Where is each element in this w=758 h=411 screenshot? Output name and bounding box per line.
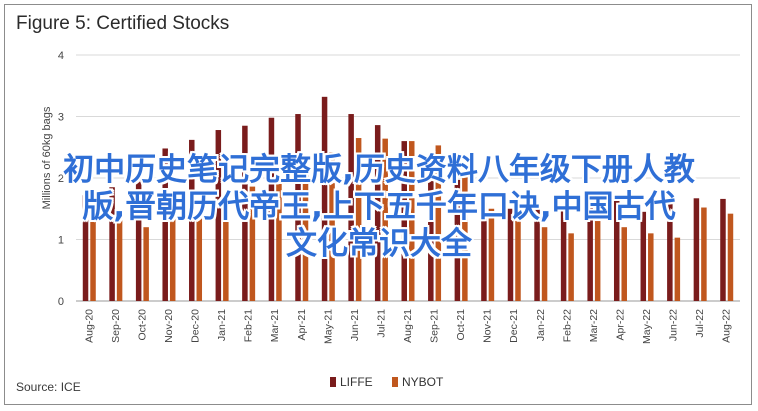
legend-label-nybot: NYBOT [402, 375, 444, 389]
bar-liffe [189, 139, 195, 301]
y-tick-label: 4 [58, 50, 64, 62]
x-tick-label: Mar-21 [269, 309, 281, 342]
bar-liffe [560, 205, 567, 301]
bar-liffe [667, 198, 673, 301]
x-tick-label: Apr-21 [296, 309, 308, 341]
x-tick-label: Nov-21 [482, 309, 494, 343]
bar-liffe [401, 141, 407, 301]
bar-nybot [515, 221, 521, 301]
bar-nybot [648, 233, 654, 301]
bar-nybot [409, 141, 415, 301]
x-tick-label: Mar-22 [588, 309, 600, 342]
overlay-line-3: 文化常识大全 [286, 226, 472, 262]
x-tick-label: Jan-21 [216, 309, 228, 341]
y-tick-label: 3 [58, 112, 64, 124]
legend-swatch-nybot [392, 377, 398, 387]
overlay-line-1: 初中历史笔记完整版,历史资料八年级下册人教 [63, 152, 695, 188]
x-tick-label: Jan-22 [535, 309, 547, 341]
bar-liffe [640, 211, 647, 301]
y-tick-label: 2 [58, 173, 64, 185]
x-tick-label: Jun-21 [349, 309, 361, 341]
bar-liffe [215, 130, 222, 301]
bar-liffe [613, 199, 620, 301]
chart-title: Figure 5: Certified Stocks [16, 13, 230, 34]
bar-liffe [693, 198, 700, 301]
bar-nybot [435, 145, 442, 301]
x-tick-label: Aug-20 [83, 309, 95, 343]
y-tick-label: 0 [58, 296, 64, 308]
bar-liffe [428, 167, 434, 301]
x-tick-label: Jun-22 [668, 309, 680, 341]
x-tick-label: Nov-20 [163, 309, 175, 343]
x-tick-label: Jul-22 [694, 309, 706, 338]
bar-nybot [169, 214, 176, 301]
x-tick-label: Sep-20 [110, 309, 122, 343]
bar-nybot [90, 205, 96, 301]
x-tick-label: Dec-21 [508, 309, 520, 343]
x-tick-label: May-22 [641, 309, 653, 344]
x-tick-label: Dec-20 [190, 309, 202, 343]
x-tick-label: Oct-21 [455, 309, 467, 341]
x-tick-label: Aug-21 [402, 309, 414, 343]
y-axis-label: Millions of 60kg bags [41, 106, 53, 209]
bar-nybot [462, 176, 468, 301]
bar-liffe [109, 187, 115, 301]
bar-liffe [242, 125, 248, 301]
x-tick-label: Apr-22 [614, 309, 626, 341]
legend-label-liffe: LIFFE [340, 375, 373, 389]
x-tick-label: May-21 [322, 309, 334, 344]
bar-nybot [701, 207, 707, 301]
bar-nybot [621, 227, 627, 301]
bar-nybot [196, 211, 203, 301]
x-tick-label: Aug-22 [721, 309, 733, 343]
overlay-line-2: 版,晋朝历代帝王,上下五千年口诀,中国古代 [82, 189, 676, 225]
bar-nybot [541, 227, 548, 301]
bar-liffe [454, 179, 461, 301]
bar-liffe [162, 148, 168, 301]
bar-nybot [488, 208, 495, 301]
x-tick-label: Feb-21 [243, 309, 255, 342]
bar-nybot [302, 169, 309, 301]
bar-liffe [481, 202, 487, 301]
bar-nybot [674, 237, 681, 301]
bar-liffe [268, 117, 275, 301]
bar-liffe [82, 195, 89, 301]
bar-liffe [374, 125, 381, 301]
bar-liffe [135, 173, 142, 301]
bar-liffe [295, 114, 301, 301]
y-tick-label: 1 [58, 235, 64, 247]
bar-nybot [355, 138, 362, 301]
bar-liffe [534, 202, 540, 301]
bar-nybot [594, 221, 601, 301]
bar-liffe [720, 198, 726, 301]
x-tick-label: Sep-21 [429, 309, 441, 343]
x-tick-label: Feb-22 [561, 309, 573, 342]
x-tick-label: Jul-21 [375, 309, 387, 338]
bar-liffe [587, 202, 593, 301]
bar-liffe [348, 114, 354, 301]
watermark-overlay: 初中历史笔记完整版,历史资料八年级下册人教 版,晋朝历代帝王,上下五千年口诀,中… [0, 152, 758, 263]
bar-nybot [727, 213, 734, 301]
bar-nybot [276, 180, 282, 301]
x-tick-label: Oct-20 [136, 309, 148, 341]
bar-nybot [329, 152, 335, 301]
bar-nybot [223, 205, 229, 301]
legend-swatch-liffe [330, 377, 336, 387]
bar-nybot [568, 233, 574, 301]
source-note: Source: ICE [16, 380, 81, 394]
bar-liffe [507, 208, 514, 301]
bar-nybot [382, 138, 388, 301]
bar-nybot [116, 211, 123, 301]
bar-liffe [321, 96, 328, 301]
bar-nybot [143, 227, 149, 301]
bar-nybot [249, 186, 256, 301]
